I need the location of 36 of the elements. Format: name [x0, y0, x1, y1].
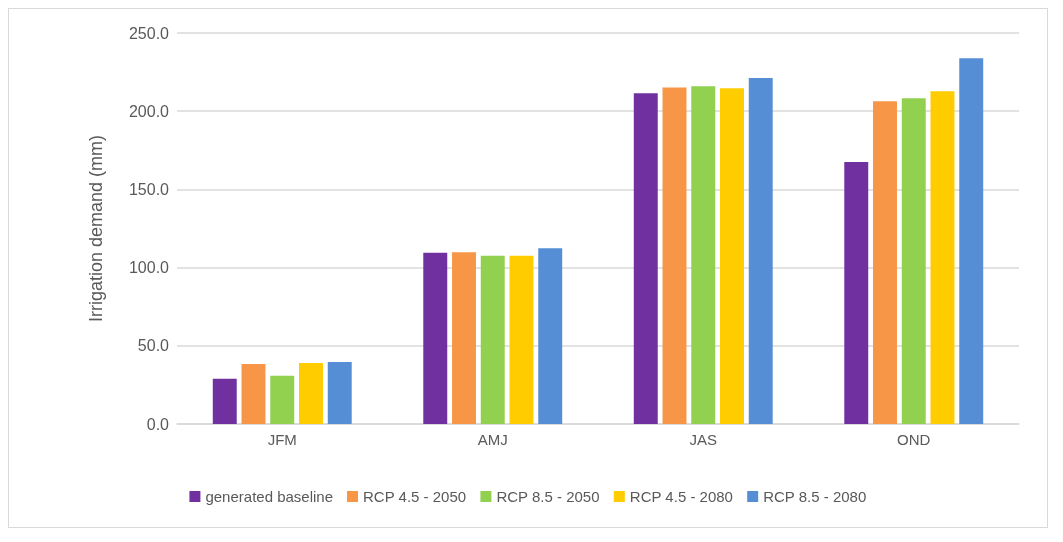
- bar: [662, 87, 687, 424]
- bar: [299, 363, 323, 424]
- bar: [691, 86, 716, 424]
- x-tick-label: AMJ: [477, 431, 508, 448]
- bar: [873, 101, 897, 424]
- legend-label: RCP 4.5 - 2080: [629, 488, 733, 505]
- legend-label: generated baseline: [205, 488, 334, 505]
- x-tick-label: OND: [897, 431, 931, 448]
- legend-label: RCP 8.5 - 2080: [763, 488, 867, 505]
- bar: [901, 98, 926, 424]
- y-tick-label: 150.0: [128, 180, 170, 198]
- x-tick-label: JAS: [689, 431, 718, 448]
- bar: [212, 378, 237, 424]
- bar: [959, 58, 984, 424]
- bar: [452, 252, 476, 424]
- bar: [423, 252, 448, 424]
- bar: [633, 93, 658, 424]
- bar: [930, 91, 955, 424]
- bar: [480, 255, 505, 424]
- y-tick-label: 100.0: [128, 259, 170, 277]
- bar: [844, 162, 869, 424]
- y-tick-label: 50.0: [137, 337, 170, 355]
- bar: [327, 361, 352, 424]
- y-axis-title: Irrigation demand (mm): [86, 134, 106, 323]
- y-tick-label: 0.0: [146, 415, 170, 433]
- bar: [538, 248, 563, 424]
- x-tick-label: JFM: [267, 431, 297, 448]
- bar: [241, 363, 266, 424]
- bar: [509, 255, 534, 424]
- bar: [270, 375, 295, 424]
- y-tick-label: 250.0: [128, 24, 170, 42]
- y-tick-label: 200.0: [128, 102, 170, 120]
- legend-label: RCP 4.5 - 2050: [363, 488, 467, 505]
- legend-label: RCP 8.5 - 2050: [496, 488, 600, 505]
- bar: [720, 88, 744, 424]
- bar: [748, 77, 773, 424]
